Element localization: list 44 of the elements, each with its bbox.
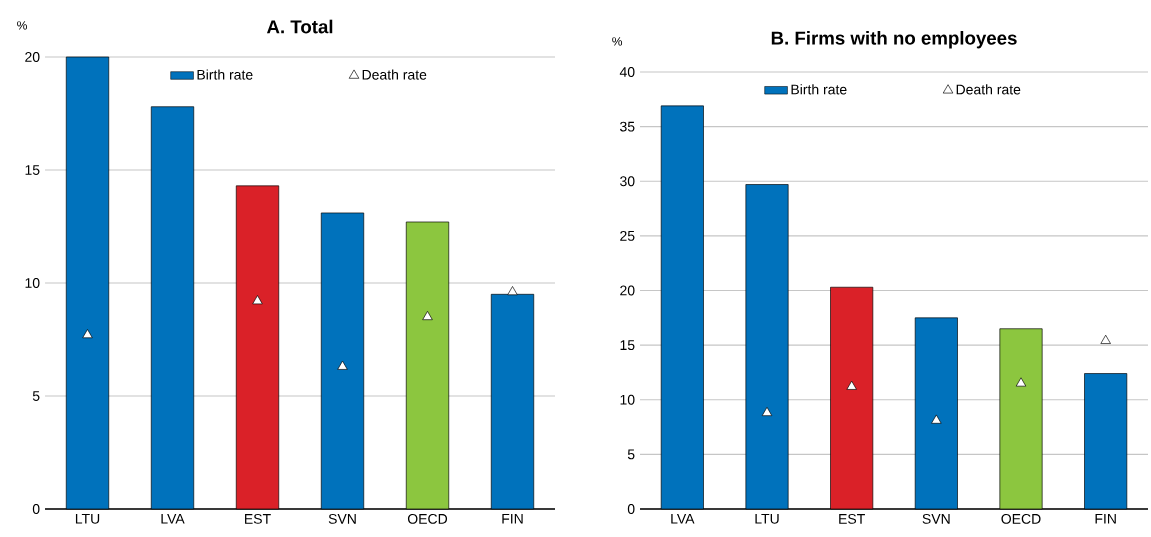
point (252, 295, 263, 305)
point (846, 380, 857, 390)
point (337, 360, 348, 370)
y-tick-label: 15 (25, 165, 40, 175)
y-tick-label: 5 (32, 391, 40, 401)
y-tick-label: 10 (620, 394, 635, 405)
x-tick-label: SVN (328, 513, 356, 524)
point (422, 310, 433, 321)
x-tick-label: FIN (1095, 513, 1116, 524)
legend-label: Birth rate (791, 84, 847, 95)
y-tick-label: 15 (620, 340, 635, 351)
x-tick-label: LVA (671, 513, 695, 524)
x-tick-label: SVN (922, 513, 950, 524)
y-axis-title: % (612, 37, 623, 46)
point (761, 406, 773, 416)
y-tick-label: 5 (627, 449, 635, 460)
point (931, 414, 942, 424)
x-tick-label: FIN (502, 513, 523, 524)
x-tick-label: LTU (75, 513, 100, 524)
legend-label: Death rate (362, 69, 427, 80)
legend-label: Birth rate (197, 69, 253, 80)
y-tick-label: 35 (620, 121, 635, 132)
x-tick-label: EST (839, 513, 865, 524)
x-tick-label: EST (245, 513, 271, 524)
chart-title: A. Total (266, 19, 333, 34)
x-tick-label: LTU (755, 513, 779, 524)
y-tick-label: 20 (25, 52, 40, 62)
point (507, 286, 518, 296)
y-tick-label: 30 (620, 176, 635, 187)
y-tick-label: 0 (627, 504, 635, 514)
x-tick-label: OECD (407, 513, 448, 524)
chart-title: B. Firms with no employees (771, 31, 1017, 49)
x-tick-label: OECD (1001, 513, 1041, 524)
y-tick-label: 0 (32, 504, 40, 514)
y-axis-title: % (17, 21, 27, 30)
y-tick-label: 25 (620, 230, 635, 241)
point (1015, 377, 1027, 387)
legend-label: Death rate (956, 84, 1021, 95)
point (1100, 334, 1111, 344)
y-tick-label: 10 (25, 278, 40, 288)
x-tick-label: LVA (161, 513, 185, 524)
y-tick-label: 40 (619, 67, 635, 77)
y-tick-label: 20 (620, 285, 635, 296)
point (82, 329, 93, 339)
